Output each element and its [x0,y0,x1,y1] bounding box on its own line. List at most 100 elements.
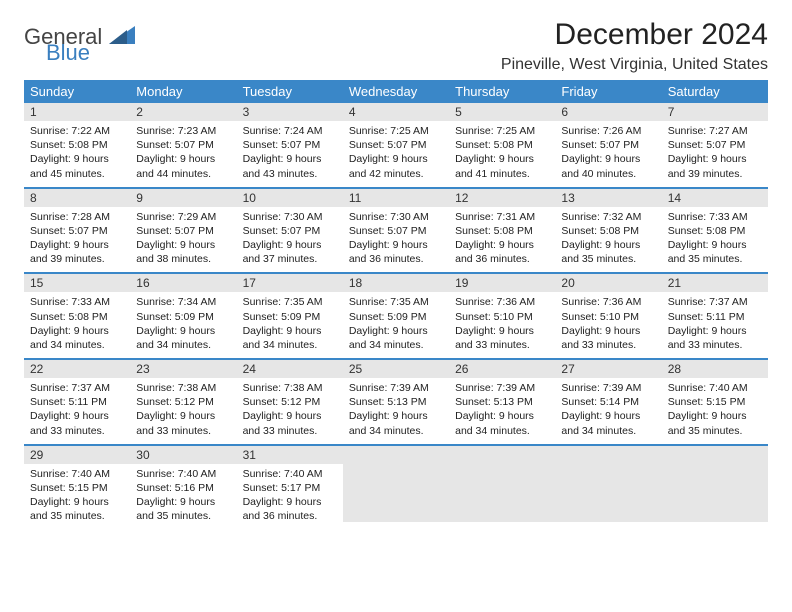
daylight-line: Daylight: 9 hours and 34 minutes. [30,324,124,352]
daylight-line: Daylight: 9 hours and 43 minutes. [243,152,337,180]
daylight-line: Daylight: 9 hours and 35 minutes. [668,238,762,266]
daylight-line: Daylight: 9 hours and 34 minutes. [243,324,337,352]
daylight-line: Daylight: 9 hours and 33 minutes. [30,409,124,437]
sunrise-line: Sunrise: 7:25 AM [349,124,443,138]
sunrise-line: Sunrise: 7:35 AM [243,295,337,309]
sunset-line: Sunset: 5:10 PM [455,310,549,324]
sunrise-line: Sunrise: 7:30 AM [243,210,337,224]
day-number: 25 [343,360,449,378]
sunrise-line: Sunrise: 7:34 AM [136,295,230,309]
sunrise-line: Sunrise: 7:39 AM [455,381,549,395]
daylight-line: Daylight: 9 hours and 34 minutes. [349,409,443,437]
day-number [555,446,661,464]
calendar-day-cell: 19Sunrise: 7:36 AMSunset: 5:10 PMDayligh… [449,273,555,359]
day-details: Sunrise: 7:36 AMSunset: 5:10 PMDaylight:… [449,292,555,358]
sunrise-line: Sunrise: 7:30 AM [349,210,443,224]
day-details: Sunrise: 7:26 AMSunset: 5:07 PMDaylight:… [555,121,661,187]
sunrise-line: Sunrise: 7:23 AM [136,124,230,138]
day-header: Friday [555,80,661,103]
brand-logo: General Blue [24,24,135,63]
calendar-table: Sunday Monday Tuesday Wednesday Thursday… [24,80,768,529]
sunrise-line: Sunrise: 7:35 AM [349,295,443,309]
daylight-line: Daylight: 9 hours and 33 minutes. [136,409,230,437]
sunset-line: Sunset: 5:12 PM [136,395,230,409]
calendar-week-row: 22Sunrise: 7:37 AMSunset: 5:11 PMDayligh… [24,359,768,445]
calendar-day-cell: 3Sunrise: 7:24 AMSunset: 5:07 PMDaylight… [237,103,343,188]
day-details [343,464,449,522]
sunset-line: Sunset: 5:08 PM [668,224,762,238]
day-number: 19 [449,274,555,292]
day-details: Sunrise: 7:25 AMSunset: 5:07 PMDaylight:… [343,121,449,187]
daylight-line: Daylight: 9 hours and 40 minutes. [561,152,655,180]
title-block: December 2024 Pineville, West Virginia, … [501,18,768,74]
sunset-line: Sunset: 5:12 PM [243,395,337,409]
sunrise-line: Sunrise: 7:40 AM [243,467,337,481]
calendar-day-cell: 6Sunrise: 7:26 AMSunset: 5:07 PMDaylight… [555,103,661,188]
sunrise-line: Sunrise: 7:36 AM [561,295,655,309]
sunrise-line: Sunrise: 7:40 AM [668,381,762,395]
sunset-line: Sunset: 5:07 PM [349,138,443,152]
sunrise-line: Sunrise: 7:26 AM [561,124,655,138]
day-number: 27 [555,360,661,378]
sunset-line: Sunset: 5:15 PM [30,481,124,495]
daylight-line: Daylight: 9 hours and 38 minutes. [136,238,230,266]
day-number: 21 [662,274,768,292]
calendar-page: General Blue December 2024 Pineville, We… [0,0,792,612]
sunset-line: Sunset: 5:08 PM [455,224,549,238]
day-header-row: Sunday Monday Tuesday Wednesday Thursday… [24,80,768,103]
day-details: Sunrise: 7:23 AMSunset: 5:07 PMDaylight:… [130,121,236,187]
day-number: 22 [24,360,130,378]
calendar-week-row: 29 Sunrise: 7:40 AM Sunset: 5:15 PM Dayligh… [24,445,768,530]
day-details: Sunrise: 7:36 AMSunset: 5:10 PMDaylight:… [555,292,661,358]
day-number: 31 [237,446,343,464]
day-header: Monday [130,80,236,103]
daylight-line: Daylight: 9 hours and 36 minutes. [349,238,443,266]
sunrise-line: Sunrise: 7:27 AM [668,124,762,138]
day-number: 30 [130,446,236,464]
calendar-empty-cell [343,445,449,530]
day-details: Sunrise: 7:31 AMSunset: 5:08 PMDaylight:… [449,207,555,273]
sunset-line: Sunset: 5:07 PM [136,138,230,152]
daylight-line: Daylight: 9 hours and 41 minutes. [455,152,549,180]
day-number [449,446,555,464]
daylight-line: Daylight: 9 hours and 35 minutes. [668,409,762,437]
day-number [343,446,449,464]
day-details: Sunrise: 7:34 AMSunset: 5:09 PMDaylight:… [130,292,236,358]
daylight-line: Daylight: 9 hours and 36 minutes. [243,495,337,523]
location-text: Pineville, West Virginia, United States [501,56,768,74]
calendar-day-cell: 1Sunrise: 7:22 AMSunset: 5:08 PMDaylight… [24,103,130,188]
sunset-line: Sunset: 5:08 PM [30,310,124,324]
day-details: Sunrise: 7:37 AMSunset: 5:11 PMDaylight:… [24,378,130,444]
day-details: Sunrise: 7:32 AMSunset: 5:08 PMDaylight:… [555,207,661,273]
day-details [555,464,661,522]
day-details: Sunrise: 7:40 AMSunset: 5:16 PMDaylight:… [130,464,236,530]
day-number: 29 [24,446,130,464]
sunrise-line: Sunrise: 7:24 AM [243,124,337,138]
daylight-line: Daylight: 9 hours and 35 minutes. [136,495,230,523]
sunrise-line: Sunrise: 7:31 AM [455,210,549,224]
day-number: 8 [24,189,130,207]
day-number: 13 [555,189,661,207]
calendar-day-cell: 24Sunrise: 7:38 AMSunset: 5:12 PMDayligh… [237,359,343,445]
daylight-line: Daylight: 9 hours and 34 minutes. [455,409,549,437]
day-number: 11 [343,189,449,207]
calendar-day-cell: 18Sunrise: 7:35 AMSunset: 5:09 PMDayligh… [343,273,449,359]
calendar-day-cell: 20Sunrise: 7:36 AMSunset: 5:10 PMDayligh… [555,273,661,359]
calendar-day-cell: 16Sunrise: 7:34 AMSunset: 5:09 PMDayligh… [130,273,236,359]
sunrise-line: Sunrise: 7:22 AM [30,124,124,138]
daylight-line: Daylight: 9 hours and 34 minutes. [561,409,655,437]
calendar-day-cell: 11Sunrise: 7:30 AMSunset: 5:07 PMDayligh… [343,188,449,274]
sunset-line: Sunset: 5:08 PM [561,224,655,238]
calendar-day-cell: 21Sunrise: 7:37 AMSunset: 5:11 PMDayligh… [662,273,768,359]
calendar-empty-cell [449,445,555,530]
daylight-line: Daylight: 9 hours and 35 minutes. [561,238,655,266]
calendar-week-row: 1Sunrise: 7:22 AMSunset: 5:08 PMDaylight… [24,103,768,188]
sunset-line: Sunset: 5:07 PM [30,224,124,238]
daylight-line: Daylight: 9 hours and 33 minutes. [455,324,549,352]
sunrise-line: Sunrise: 7:36 AM [455,295,549,309]
day-details: Sunrise: 7:27 AMSunset: 5:07 PMDaylight:… [662,121,768,187]
day-details: Sunrise: 7:33 AMSunset: 5:08 PMDaylight:… [662,207,768,273]
sunset-line: Sunset: 5:09 PM [349,310,443,324]
daylight-line: Daylight: 9 hours and 34 minutes. [349,324,443,352]
sunset-line: Sunset: 5:08 PM [455,138,549,152]
